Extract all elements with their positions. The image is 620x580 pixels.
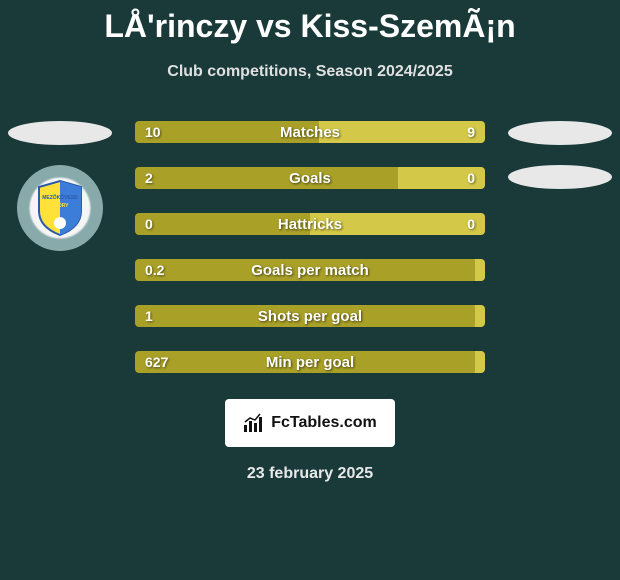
stat-value-left: 2 — [135, 170, 163, 186]
stat-bar-right: 0 — [398, 167, 486, 189]
stat-bar-left: 1 — [135, 305, 475, 327]
stat-row: 109Matches — [135, 121, 485, 143]
stat-bar-right — [475, 259, 486, 281]
stat-bar-right — [475, 305, 486, 327]
header: LÅ'rinczy vs Kiss-SzemÃ¡n Club competiti… — [0, 0, 620, 81]
stat-bar-right: 0 — [310, 213, 485, 235]
svg-text:ZSÓRY: ZSÓRY — [51, 201, 69, 209]
svg-text:MEZŐKÖVESD: MEZŐKÖVESD — [42, 194, 78, 201]
stat-bar-right — [475, 351, 486, 373]
player-avatar-right — [508, 121, 612, 145]
stat-value-right: 9 — [457, 124, 485, 140]
stat-row: 1Shots per goal — [135, 305, 485, 327]
content: MEZŐKÖVESD ZSÓRY 109Matches20Goals00Hatt… — [0, 121, 620, 373]
stat-bar-left: 10 — [135, 121, 319, 143]
shield-icon: MEZŐKÖVESD ZSÓRY — [35, 179, 85, 237]
right-column — [500, 121, 620, 209]
stat-bar-left: 0.2 — [135, 259, 475, 281]
chart-icon — [243, 413, 265, 433]
stat-value-left: 10 — [135, 124, 171, 140]
stat-value-right: 0 — [457, 170, 485, 186]
brand-logo[interactable]: FcTables.com — [225, 399, 395, 447]
stat-row: 20Goals — [135, 167, 485, 189]
stat-value-left: 627 — [135, 354, 178, 370]
stat-bar-right: 9 — [319, 121, 485, 143]
brand-text: FcTables.com — [271, 414, 377, 432]
left-column: MEZŐKÖVESD ZSÓRY — [0, 121, 120, 251]
stat-value-left: 1 — [135, 308, 163, 324]
stat-row: 0.2Goals per match — [135, 259, 485, 281]
footer: FcTables.com 23 february 2025 — [0, 399, 620, 483]
stat-bar-left: 2 — [135, 167, 398, 189]
club-badge-left: MEZŐKÖVESD ZSÓRY — [17, 165, 103, 251]
stat-bar-left: 0 — [135, 213, 310, 235]
stat-row: 627Min per goal — [135, 351, 485, 373]
stat-row: 00Hattricks — [135, 213, 485, 235]
date-text: 23 february 2025 — [0, 465, 620, 483]
stat-bar-left: 627 — [135, 351, 475, 373]
club-badge-right — [508, 165, 612, 189]
player-avatar-left — [8, 121, 112, 145]
stats-bars: 109Matches20Goals00Hattricks0.2Goals per… — [135, 121, 485, 373]
stat-value-right: 0 — [457, 216, 485, 232]
page-subtitle: Club competitions, Season 2024/2025 — [0, 63, 620, 81]
page-title: LÅ'rinczy vs Kiss-SzemÃ¡n — [0, 8, 620, 45]
stat-value-left: 0 — [135, 216, 163, 232]
stat-value-left: 0.2 — [135, 262, 174, 278]
